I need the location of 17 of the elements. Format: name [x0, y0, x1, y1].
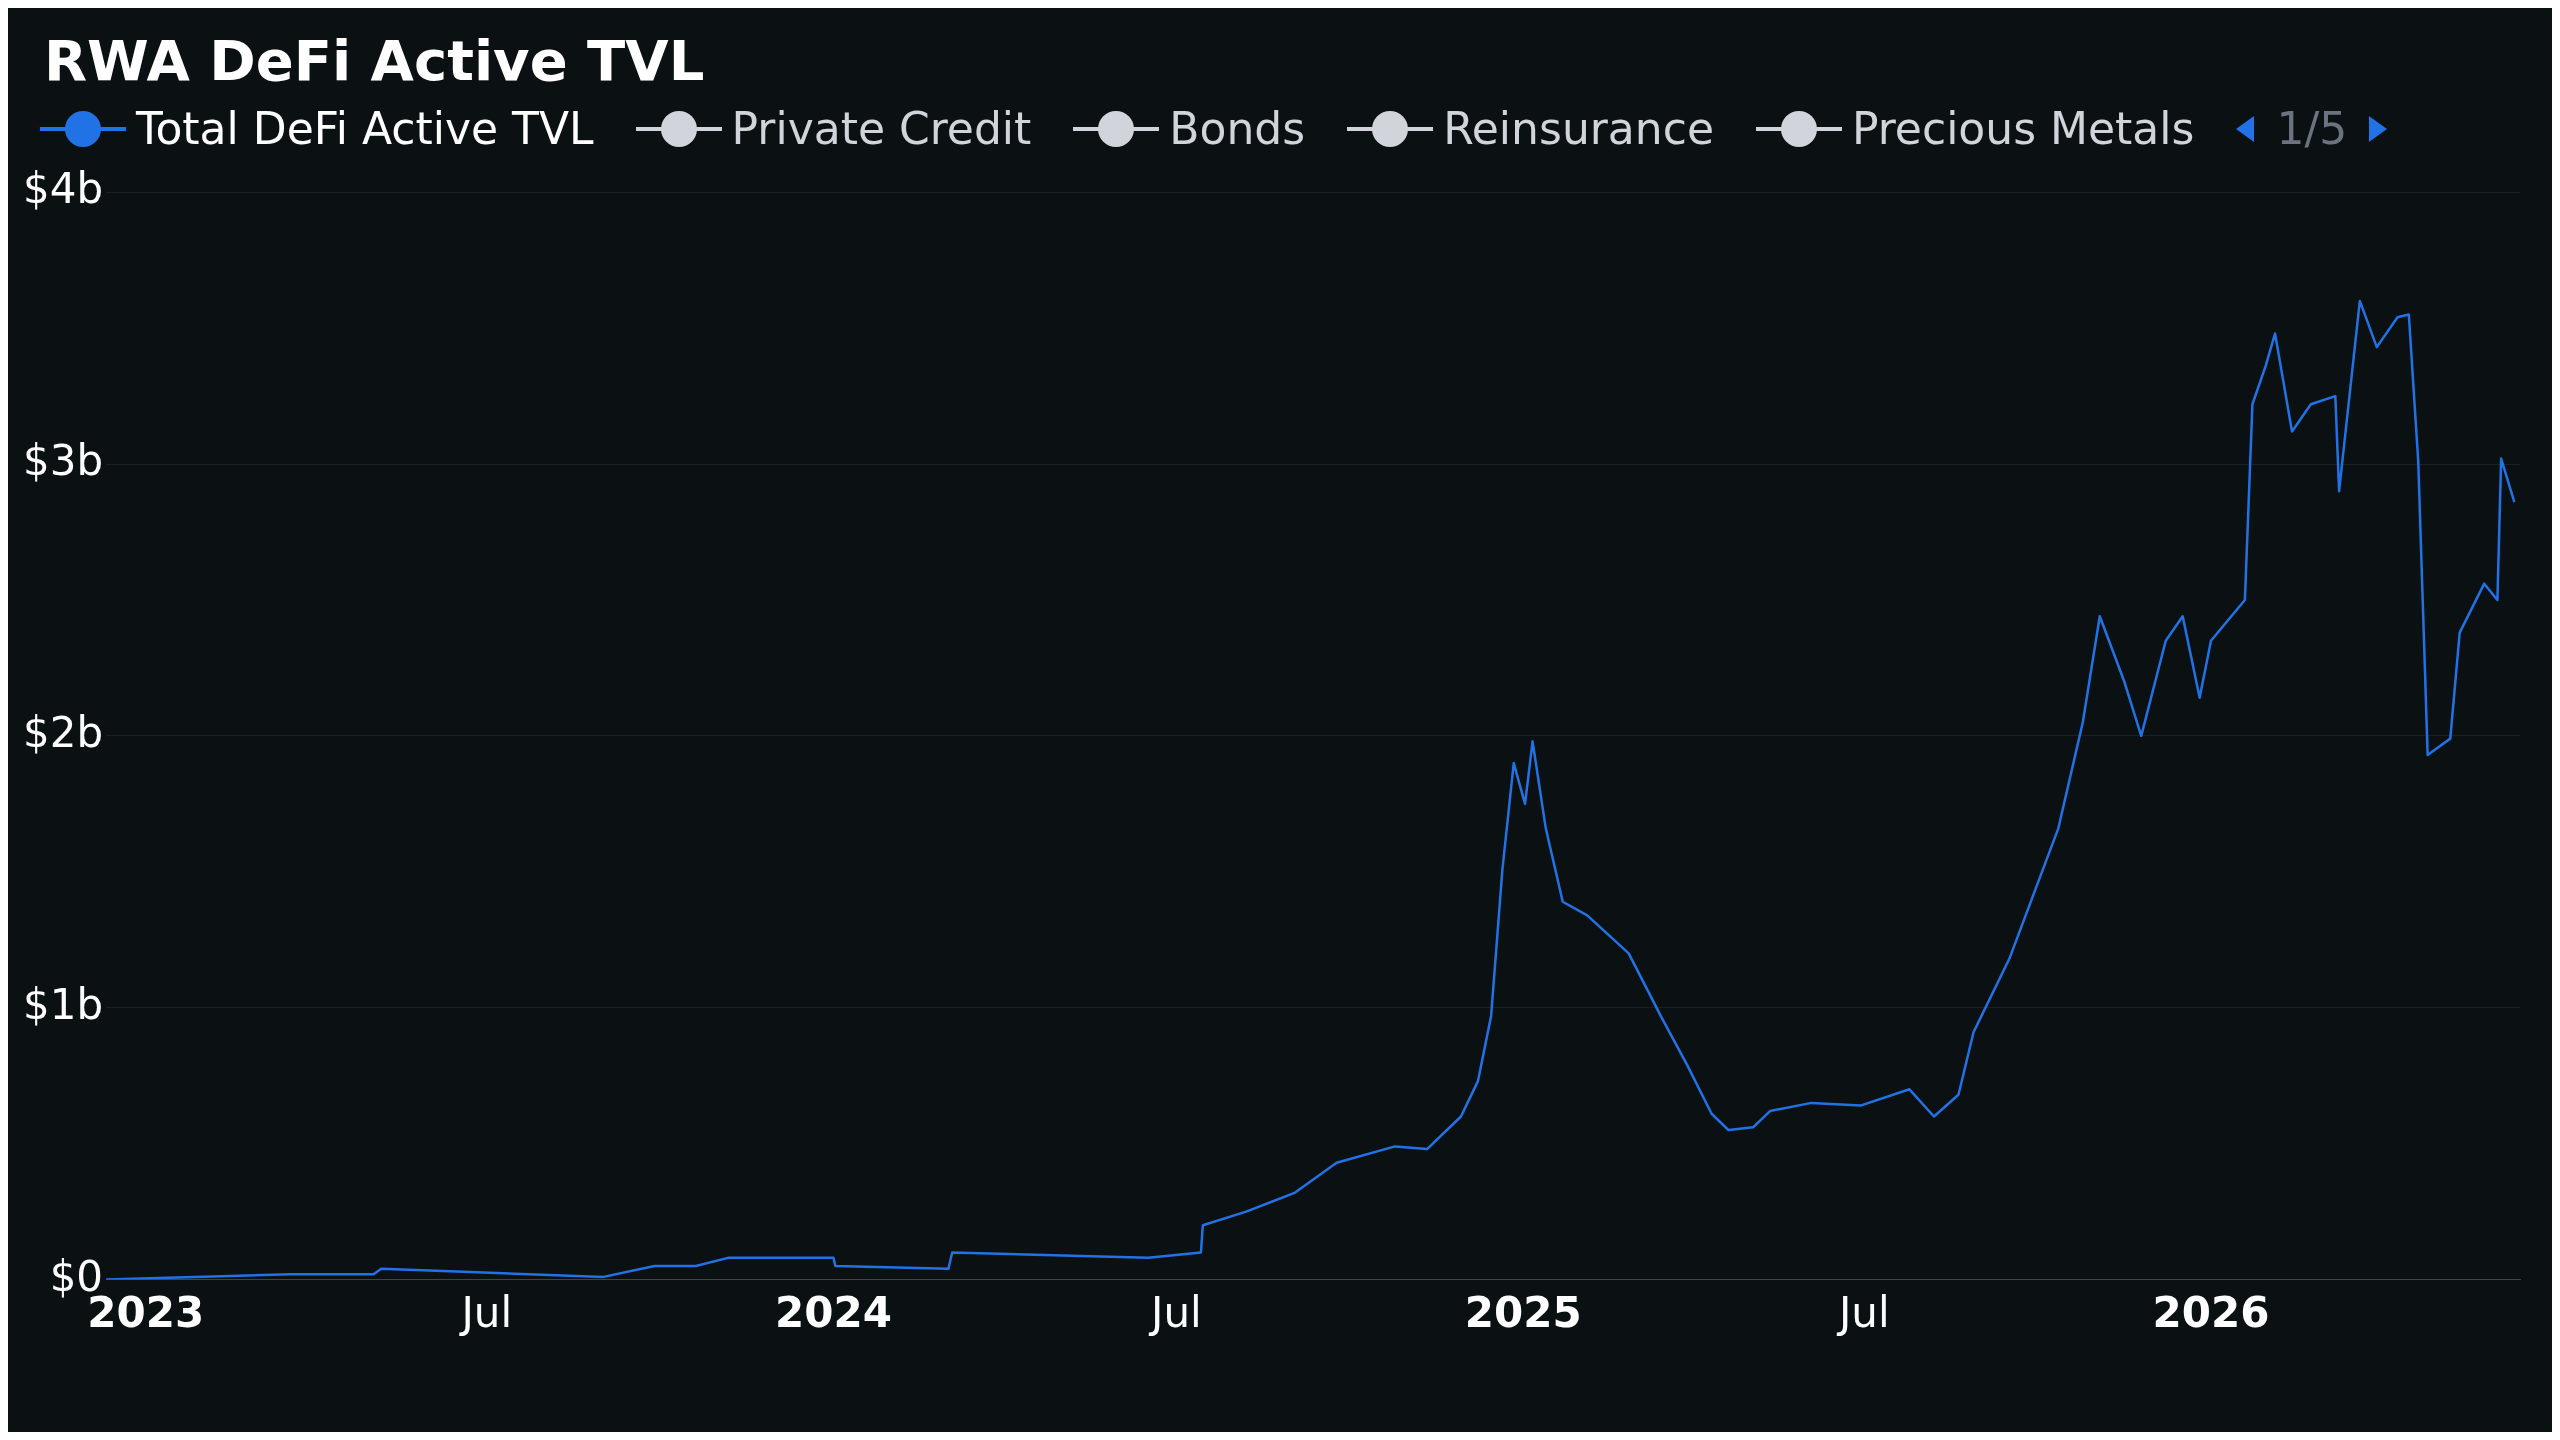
- text: 1/5: [2276, 103, 2348, 154]
- legend-label: Reinsurance: [1443, 103, 1714, 154]
- legend-label: Precious Metals: [1851, 103, 2195, 154]
- x-tick-label: 2025: [1464, 1287, 1582, 1337]
- x-tick-label: 2024: [775, 1287, 892, 1337]
- chart-title: RWA DeFi Active TVL: [43, 28, 706, 93]
- x-tick-label: 2026: [2152, 1287, 2270, 1337]
- x-tick-label: Jul: [1148, 1287, 1202, 1337]
- x-tick-label: Jul: [1835, 1287, 1890, 1337]
- y-tick-label: $1b: [22, 979, 104, 1029]
- y-tick-label: $4b: [22, 164, 104, 214]
- legend-label: Bonds: [1169, 103, 1306, 154]
- legend-label: Private Credit: [731, 103, 1032, 154]
- legend-label: Total DeFi Active TVL: [136, 103, 594, 154]
- y-tick-label: $2b: [22, 707, 104, 757]
- y-tick-label: $3b: [22, 435, 104, 485]
- x-tick-label: Jul: [458, 1287, 513, 1337]
